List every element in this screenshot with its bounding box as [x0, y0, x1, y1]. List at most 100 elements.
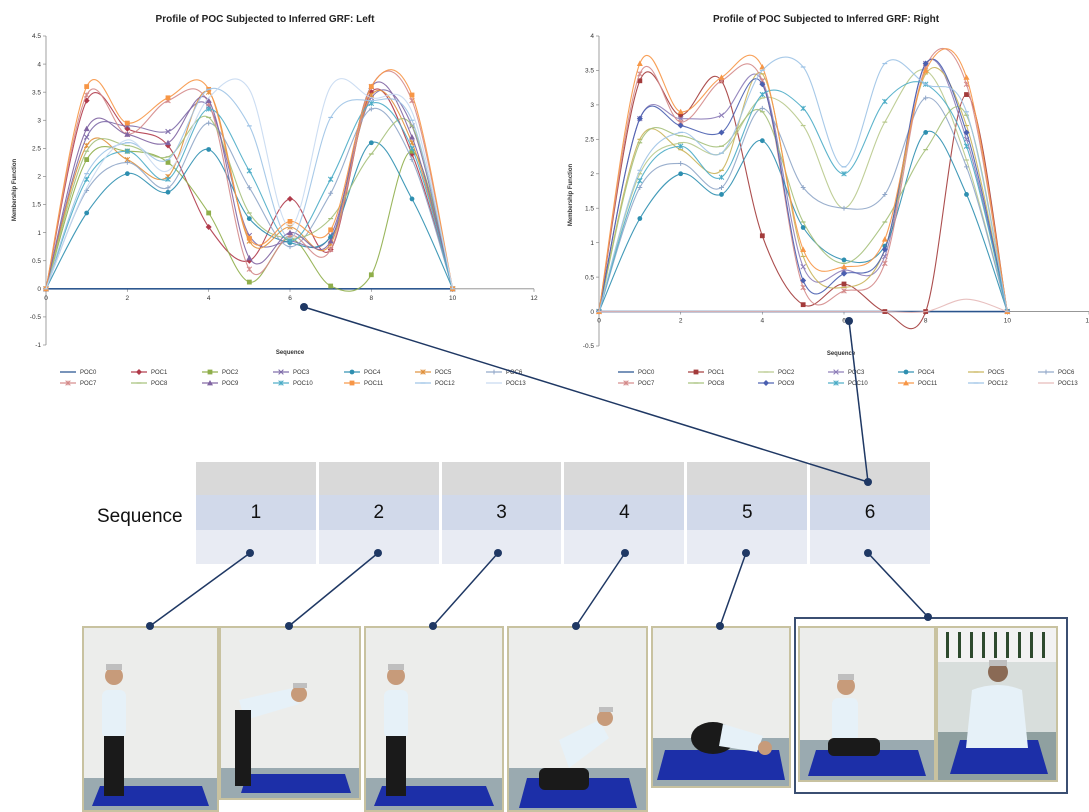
data-point [165, 139, 171, 146]
data-point [923, 130, 929, 135]
table-cell [196, 462, 316, 495]
data-point [246, 266, 253, 272]
data-point [718, 74, 725, 80]
data-point [84, 210, 90, 216]
table-cell [440, 462, 562, 495]
y-tick-label: 1.5 [32, 202, 41, 209]
y-tick-label: 2 [37, 174, 41, 181]
data-point [278, 380, 284, 386]
y-axis-label: Membership Function [12, 159, 18, 222]
legend-label: POC11 [918, 381, 938, 387]
data-point [136, 369, 142, 375]
sequence-number-row: 1 2 3 4 5 6 [196, 495, 930, 530]
table-cell [686, 530, 808, 564]
sequence-table: 1 2 3 4 5 6 [194, 462, 932, 564]
x-tick-label: 8 [370, 295, 374, 302]
data-point [278, 369, 284, 375]
x-tick-label: 6 [288, 295, 292, 302]
y-tick-label: 3 [37, 117, 41, 124]
data-point [287, 195, 293, 202]
legend-label: POC1 [151, 370, 168, 376]
table-cell [563, 530, 685, 564]
prostration-figure-image [653, 628, 789, 786]
legend-label: POC1 [708, 370, 725, 376]
sequence-cell-3: 3 [440, 495, 562, 530]
data-point [800, 185, 806, 190]
legend-label: POC7 [80, 381, 97, 387]
data-point [327, 246, 334, 253]
sequence-row-label: Sequence [97, 506, 183, 527]
data-point [287, 219, 293, 224]
data-point [964, 92, 969, 97]
x-tick-label: 0 [44, 295, 48, 302]
chart-left: Profile of POC Subjected to Inferred GRF… [12, 14, 538, 387]
data-point [165, 95, 171, 101]
data-point [903, 380, 909, 386]
data-point [84, 84, 90, 89]
series-line-poc11 [598, 48, 1008, 312]
legend-label: POC8 [151, 381, 168, 387]
data-point [882, 192, 888, 197]
legend-label: POC5 [435, 370, 452, 376]
posture-photo-4 [507, 626, 648, 812]
data-point [677, 143, 684, 149]
data-point [963, 129, 970, 136]
legend-label: POC5 [988, 370, 1005, 376]
data-point [841, 257, 847, 263]
data-point [881, 246, 888, 253]
table-cell [196, 530, 316, 564]
data-point [349, 369, 355, 375]
data-point [328, 227, 334, 233]
data-point [882, 260, 888, 267]
series-line-poc10 [45, 102, 454, 289]
legend-label: POC9 [222, 381, 239, 387]
data-point [841, 205, 847, 211]
data-point [246, 279, 252, 285]
data-point [677, 108, 684, 115]
x-tick-label: 4 [761, 318, 765, 325]
y-tick-label: 0.5 [585, 274, 594, 281]
table-cell [440, 530, 562, 564]
sequence-cell-5: 5 [686, 495, 808, 530]
data-point [882, 98, 888, 105]
kneeling-figure-image [509, 628, 646, 810]
series-line-poc1 [45, 88, 454, 289]
legend-label: POC0 [638, 370, 655, 376]
posture-photo-6b [936, 626, 1058, 782]
x-tick-label: 12 [1085, 318, 1089, 325]
series-line-poc13 [45, 78, 454, 290]
data-point [124, 131, 131, 137]
data-point [841, 288, 847, 294]
data-point [763, 380, 769, 386]
legend: POC0 POC1 POC2 POC3 POC4 POC5 POC6 POC7 POC8 POC9… [60, 369, 526, 387]
y-tick-label: 2 [590, 171, 594, 178]
sequence-cell-4: 4 [563, 495, 685, 530]
table-header-row [196, 462, 930, 495]
data-point [124, 148, 131, 154]
data-point [964, 164, 969, 170]
data-point [719, 185, 724, 190]
plot-area: -1 -0.5 0 0.5 1 1.5 2 2.5 3 3.5 4 4.5 0 2 4 6 8 10 12 [30, 33, 538, 349]
data-point [349, 380, 355, 386]
data-point [759, 64, 766, 70]
y-tick-label: 1.5 [585, 205, 594, 212]
data-point [207, 369, 213, 375]
x-tick-label: 12 [530, 295, 538, 302]
data-point [800, 284, 806, 291]
data-point [246, 235, 252, 241]
data-point [165, 185, 171, 191]
data-point [964, 192, 969, 197]
data-point [800, 302, 806, 308]
series-line-poc2 [598, 69, 1008, 312]
data-point [841, 171, 847, 177]
data-point [165, 176, 171, 183]
data-point [409, 145, 415, 152]
data-point [83, 92, 90, 98]
data-point [923, 95, 929, 101]
data-point [327, 176, 334, 183]
data-point [368, 84, 374, 89]
data-point [409, 148, 415, 154]
legend: POC0 POC1 POC2 POC3 POC4 POC5 POC6 POC7 POC8 POC9… [618, 369, 1078, 387]
data-point [759, 105, 765, 111]
data-point [678, 171, 684, 177]
